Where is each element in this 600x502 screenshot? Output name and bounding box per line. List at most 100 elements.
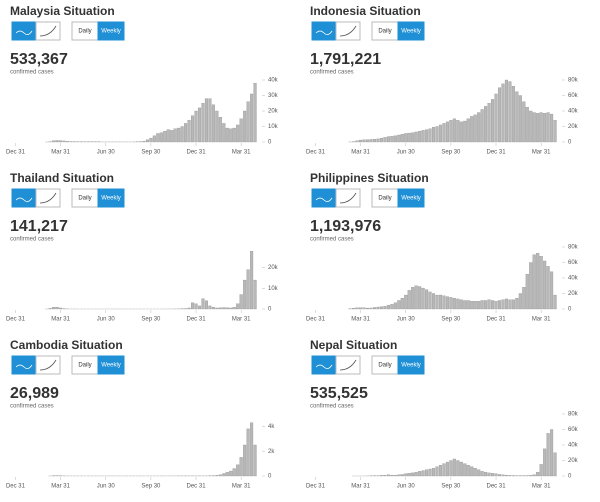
bar xyxy=(369,139,373,143)
bar xyxy=(529,262,533,310)
toggle-button[interactable] xyxy=(397,21,425,41)
bar xyxy=(232,307,236,310)
bar xyxy=(366,139,370,143)
y-tick-label: 0 xyxy=(268,474,272,480)
line-view-button[interactable] xyxy=(311,21,337,41)
bar xyxy=(149,137,153,143)
bar xyxy=(400,474,404,477)
bar xyxy=(425,289,429,310)
bar xyxy=(536,113,540,143)
bar xyxy=(470,116,474,143)
bar xyxy=(463,463,467,477)
bar xyxy=(208,305,212,310)
curve-view-button[interactable] xyxy=(35,188,61,208)
bar xyxy=(553,294,557,310)
bar xyxy=(543,113,547,143)
bar xyxy=(397,134,401,143)
bar xyxy=(243,444,247,477)
bar xyxy=(250,422,254,477)
toggle-label: Weekly xyxy=(401,196,421,202)
y-tick-label: 20k xyxy=(568,124,579,130)
toggle-button[interactable] xyxy=(397,188,425,208)
panel: Nepal Situation Daily Weekly 535,525 confirm… xyxy=(306,338,579,489)
panel: Philippines Situation Daily Weekly 1,193,97… xyxy=(306,171,579,322)
line-view-button[interactable] xyxy=(311,188,337,208)
panel-title: Cambodia Situation xyxy=(10,338,123,352)
x-tick-label: Mar 31 xyxy=(351,317,370,323)
bar xyxy=(466,118,470,143)
total-label: confirmed cases xyxy=(10,70,54,76)
x-tick-label: Sep 30 xyxy=(141,484,161,490)
curve-view-button[interactable] xyxy=(35,355,61,375)
curve-view-button[interactable] xyxy=(35,21,61,41)
panel-title: Nepal Situation xyxy=(310,338,397,352)
curve-view-button[interactable] xyxy=(335,21,361,41)
bar xyxy=(355,140,359,143)
bar xyxy=(442,295,446,310)
line-icon xyxy=(315,197,333,202)
bar xyxy=(504,298,508,310)
bar xyxy=(52,307,56,310)
bar xyxy=(184,123,188,143)
toggle-button[interactable] xyxy=(97,21,125,41)
curve-view-button[interactable] xyxy=(335,188,361,208)
line-icon xyxy=(15,30,33,35)
bar xyxy=(452,458,456,477)
toggle-label: Weekly xyxy=(401,29,421,35)
bar xyxy=(428,468,432,477)
bar xyxy=(511,299,515,310)
bar xyxy=(532,254,536,310)
bar xyxy=(442,463,446,477)
bar xyxy=(463,120,467,143)
bar xyxy=(421,287,425,310)
bar xyxy=(484,106,488,143)
bar xyxy=(449,460,453,477)
bar xyxy=(494,301,498,310)
bar xyxy=(379,306,383,310)
bar xyxy=(215,110,219,143)
bar xyxy=(222,307,226,310)
bar xyxy=(515,91,519,143)
bar xyxy=(550,113,554,143)
bar xyxy=(438,464,443,477)
curve-view-button[interactable] xyxy=(335,355,361,375)
bar xyxy=(201,103,205,143)
bar xyxy=(480,109,484,143)
toggle-label: Weekly xyxy=(101,196,121,202)
bar xyxy=(553,120,557,143)
bar xyxy=(491,300,495,310)
bar xyxy=(48,308,52,310)
y-tick-label: 10k xyxy=(268,124,279,130)
bar xyxy=(59,140,63,143)
panel-title: Malaysia Situation xyxy=(10,4,115,18)
total-label: confirmed cases xyxy=(10,237,54,243)
toggle-button[interactable] xyxy=(97,188,125,208)
bar xyxy=(546,112,550,143)
bar xyxy=(418,130,422,143)
toggle-button[interactable] xyxy=(97,355,125,375)
y-tick-label: 20k xyxy=(568,291,579,297)
bar xyxy=(470,301,474,310)
line-icon xyxy=(15,197,33,202)
y-tick-label: 0 xyxy=(568,474,572,480)
line-view-button[interactable] xyxy=(11,188,37,208)
bar xyxy=(539,256,543,310)
bar xyxy=(197,305,202,310)
bar xyxy=(525,106,529,143)
bar xyxy=(529,110,533,143)
bar xyxy=(449,297,453,310)
bar xyxy=(400,134,404,143)
x-tick-label: Dec 31 xyxy=(306,484,326,490)
bar xyxy=(494,93,498,143)
line-icon xyxy=(315,30,333,35)
bar xyxy=(397,300,401,310)
toggle-button[interactable] xyxy=(397,355,425,375)
bar xyxy=(487,299,491,310)
line-view-button[interactable] xyxy=(11,21,37,41)
toggle-label: Weekly xyxy=(101,363,121,369)
bar xyxy=(425,469,429,477)
bar xyxy=(52,140,56,143)
line-view-button[interactable] xyxy=(11,355,37,375)
line-view-button[interactable] xyxy=(311,355,337,375)
curve-icon xyxy=(339,25,357,37)
